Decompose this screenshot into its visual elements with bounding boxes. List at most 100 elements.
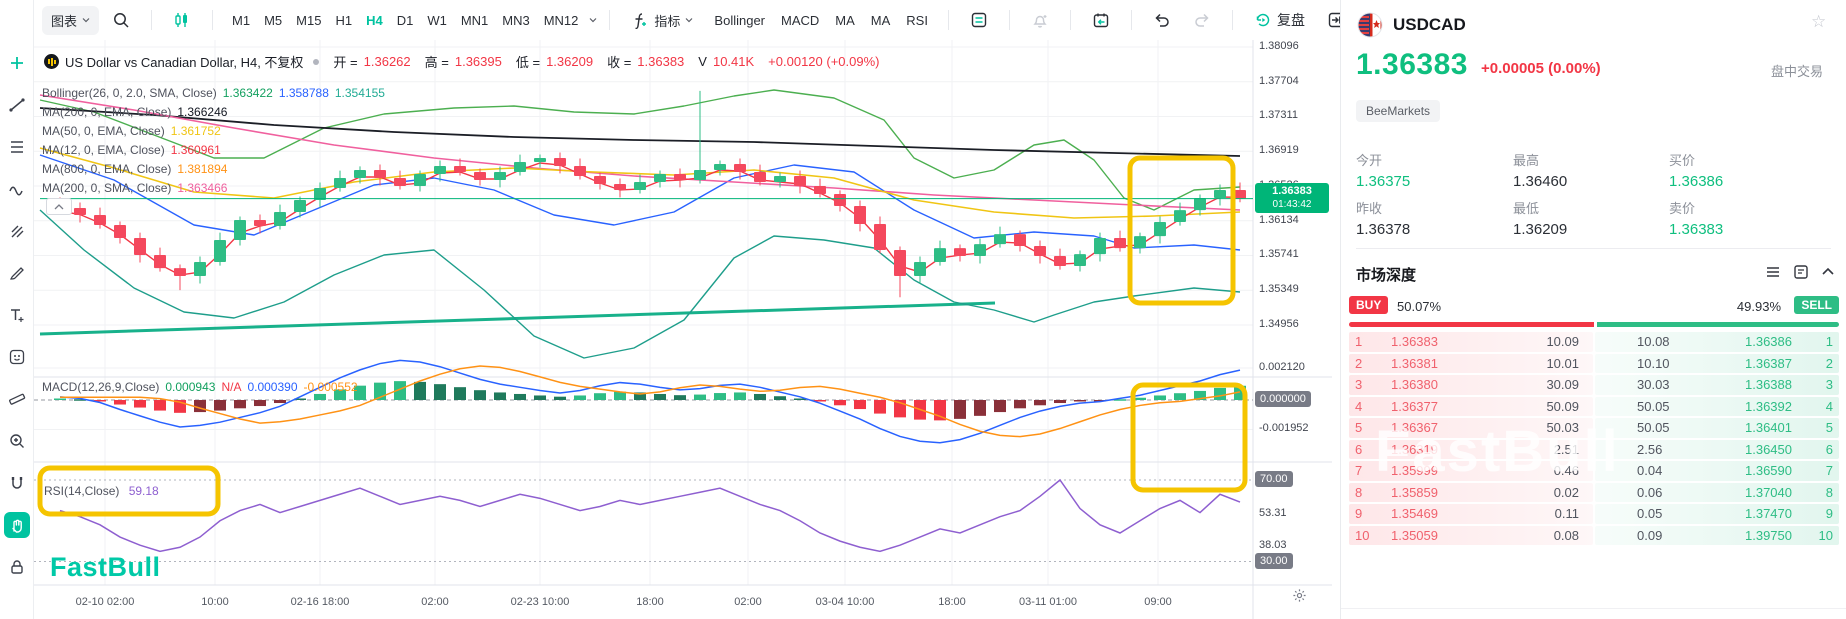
chart-settings-gear-icon[interactable]	[1292, 588, 1307, 608]
price-axis-label: 1.36919	[1259, 144, 1299, 157]
add-icon[interactable]	[4, 50, 30, 76]
indicators-menu-button[interactable]: 指标	[622, 6, 702, 35]
bid-volume: 50.03	[1546, 420, 1579, 435]
ask-price: 1.36590	[1745, 463, 1792, 478]
timeframe-m5[interactable]: M5	[264, 12, 283, 28]
bid-depth-bar	[1349, 461, 1593, 481]
broker-chip[interactable]: BeeMarkets	[1356, 100, 1441, 122]
quick-indicator-bollinger-0[interactable]: Bollinger	[714, 12, 766, 28]
bid-price: 1.36383	[1391, 334, 1438, 349]
magnet-tool-icon[interactable]	[4, 470, 30, 496]
redo-button[interactable]	[1184, 6, 1220, 34]
legend-collapse-button[interactable]	[46, 198, 72, 215]
price-chart-canvas[interactable]	[34, 40, 1332, 619]
measure-tool-icon[interactable]	[4, 386, 30, 412]
lock-tool-icon[interactable]	[4, 554, 30, 580]
depth-row-10: 10 1.35059 0.08 0.09 1.39750 10	[1349, 525, 1839, 547]
time-axis-label: 02-16 18:00	[290, 596, 350, 608]
economic-calendar-button[interactable]	[1083, 6, 1119, 34]
bid-price: 1.36367	[1391, 420, 1438, 435]
stat-value: 1.36460	[1513, 173, 1568, 190]
timeframes-more-chevron-icon[interactable]	[589, 16, 597, 24]
ask-level-index: 5	[1825, 420, 1833, 435]
bid-volume: 0.02	[1553, 484, 1579, 500]
depth-row-4: 4 1.36377 50.09 50.05 1.36392 4	[1349, 396, 1839, 418]
bid-volume: 0.46	[1553, 463, 1579, 478]
timeframe-m15[interactable]: M15	[296, 12, 322, 28]
time-axis-label: 18:00	[636, 596, 664, 608]
undo-button[interactable]	[1144, 6, 1180, 34]
timeframe-mn1[interactable]: MN1	[460, 12, 489, 28]
ask-level-index: 7	[1825, 463, 1833, 478]
time-axis-label: 02-23 10:00	[510, 596, 570, 608]
favorite-star-icon[interactable]: ☆	[1811, 12, 1827, 31]
ask-depth-bar	[1595, 396, 1839, 416]
quick-indicator-rsi-4[interactable]: RSI	[906, 12, 928, 28]
search-icon	[114, 13, 129, 28]
wave-tool-icon[interactable]	[4, 176, 30, 202]
chevron-down-icon	[82, 18, 90, 23]
hand-tool-icon-active[interactable]	[3, 512, 30, 538]
chart-style-button[interactable]	[164, 6, 200, 34]
bid-depth-bar	[1349, 525, 1593, 545]
chart-menu-button[interactable]: 图表	[42, 5, 100, 35]
rsi-legend: RSI(14,Close) 59.18	[44, 484, 159, 498]
replay-button[interactable]: 复盘	[1245, 5, 1314, 35]
quick-indicator-ma-3[interactable]: MA	[870, 12, 891, 28]
chart-area[interactable]: US Dollar vs Canadian Dollar, H4, 不复权 开 …	[34, 40, 1332, 619]
indicator-legend-row: MA(200, 0, SMA, Close) 1.363466	[42, 181, 228, 195]
time-axis-label: 03-04 10:00	[815, 596, 875, 608]
panel-price-change: +0.00005 (0.00%)	[1481, 60, 1601, 77]
low-label: 低 =	[515, 55, 541, 70]
macd-value: 0.000390	[247, 380, 298, 394]
zoom-in-tool-icon[interactable]	[4, 428, 30, 454]
stat-value: 1.36383	[1669, 221, 1724, 238]
high-label: 高 =	[424, 55, 449, 70]
fib-retracement-tool-icon[interactable]	[4, 134, 30, 160]
indicator-legend-row: MA(12, 0, EMA, Close) 1.360961	[42, 143, 221, 157]
ask-price: 1.36386	[1745, 334, 1792, 349]
sticker-tool-icon[interactable]	[4, 344, 30, 370]
macd-axis-label: 0.002120	[1259, 361, 1305, 373]
timeframe-h1[interactable]: H1	[335, 12, 353, 28]
ask-volume: 0.06	[1637, 484, 1663, 500]
trendline-tool-icon[interactable]	[4, 92, 30, 118]
timeframe-mn3[interactable]: MN3	[502, 12, 530, 28]
alert-button[interactable]	[1022, 6, 1058, 34]
brush-tool-icon[interactable]	[4, 260, 30, 286]
depth-board-icon[interactable]	[1793, 264, 1809, 280]
pitchfork-tool-icon[interactable]	[4, 218, 30, 244]
quick-indicator-macd-1[interactable]: MACD	[781, 12, 820, 28]
ask-volume: 0.04	[1637, 463, 1663, 478]
ask-level-index: 9	[1825, 506, 1833, 521]
depth-row-1: 1 1.36383 10.09 10.08 1.36386 1	[1349, 331, 1839, 353]
indicator-value: 1.360961	[170, 143, 221, 157]
high-value: 1.36395	[454, 54, 502, 69]
timeframe-m1[interactable]: M1	[232, 12, 251, 28]
session-status-label: 盘中交易	[1771, 64, 1824, 79]
text-tool-icon[interactable]	[4, 302, 30, 328]
time-axis-label: 03-11 01:00	[1019, 596, 1077, 608]
timeframe-d1[interactable]: D1	[396, 12, 414, 28]
timeframe-mn12[interactable]: MN12	[543, 12, 579, 28]
ask-depth-bar	[1595, 504, 1839, 524]
bell-plus-icon	[1033, 15, 1047, 28]
indicator-value: 1.381894	[177, 162, 228, 176]
bar-countdown: 01:43:42	[1272, 199, 1312, 210]
ask-volume: 10.10	[1637, 355, 1670, 371]
bid-level-index: 3	[1355, 377, 1363, 392]
search-button[interactable]	[103, 6, 139, 34]
ask-depth-bar	[1595, 482, 1839, 502]
change-value: +0.00120 (+0.09%)	[768, 54, 880, 69]
timeframe-w1[interactable]: W1	[427, 12, 447, 28]
timeframe-h4[interactable]: H4	[366, 12, 383, 28]
buy-ratio-fill	[1349, 322, 1595, 327]
stat-卖价: 卖价 1.36383	[1669, 198, 1819, 238]
candlestick-icon	[175, 13, 188, 27]
ask-depth-bar	[1595, 439, 1839, 459]
depth-list-icon[interactable]	[1765, 264, 1781, 280]
ask-level-index: 6	[1825, 441, 1833, 457]
layout-button[interactable]	[961, 6, 997, 34]
quick-indicator-ma-2[interactable]: MA	[835, 12, 855, 28]
depth-collapse-chevron-icon[interactable]	[1821, 265, 1835, 279]
